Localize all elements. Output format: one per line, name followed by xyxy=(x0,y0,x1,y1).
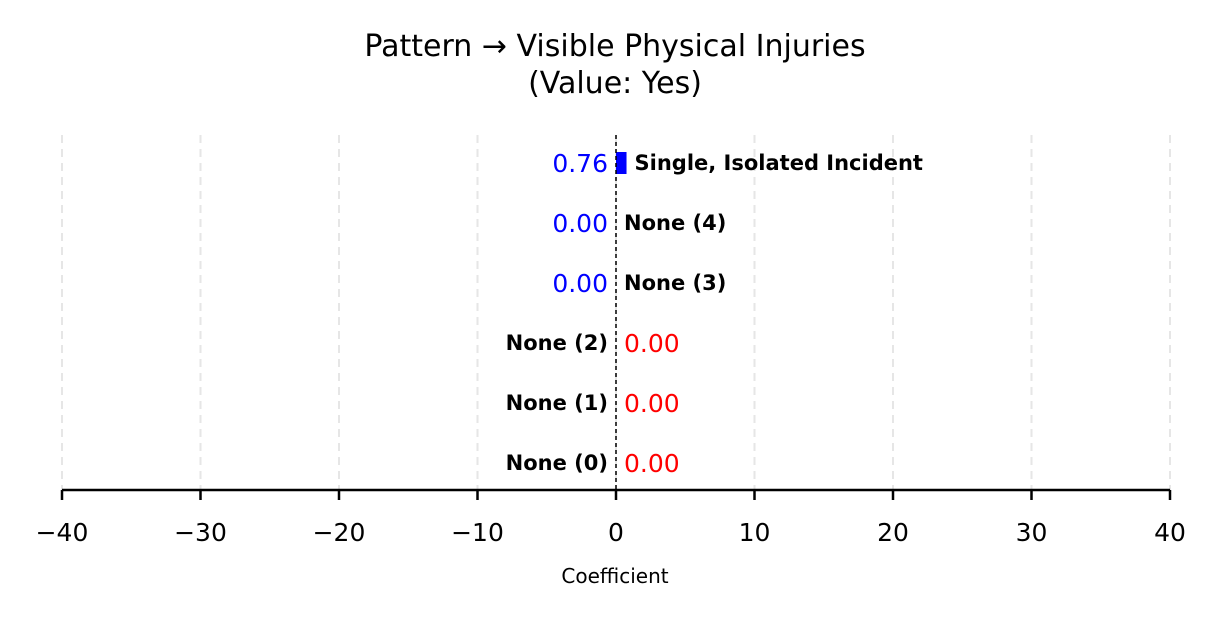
category-label: None (1) xyxy=(506,391,608,415)
value-label: 0.00 xyxy=(552,269,608,298)
x-tick-label: −40 xyxy=(36,518,89,547)
x-tick-label: 20 xyxy=(877,518,909,547)
category-label: None (0) xyxy=(506,451,608,475)
value-label: 0.00 xyxy=(624,389,680,418)
bar-labels: None (0) 0.00 None (1) 0.00 None (2) 0.00 None… xyxy=(506,149,923,478)
x-tick-label: 30 xyxy=(1016,518,1048,547)
x-axis: −40 −30 −20 −10 0 10 20 30 40 xyxy=(36,488,1186,547)
x-tick-label: 0 xyxy=(608,518,624,547)
value-label: 0.76 xyxy=(552,149,608,178)
category-label: Single, Isolated Incident xyxy=(635,151,923,175)
value-label: 0.00 xyxy=(624,329,680,358)
value-label: 0.00 xyxy=(624,449,680,478)
category-label: None (3) xyxy=(624,271,726,295)
category-label: None (2) xyxy=(506,331,608,355)
chart-subtitle: (Value: Yes) xyxy=(528,66,702,101)
x-tick-label: −30 xyxy=(174,518,227,547)
x-tick-label: −20 xyxy=(313,518,366,547)
bar xyxy=(616,152,627,174)
bars xyxy=(616,152,627,174)
x-tick-label: −10 xyxy=(451,518,504,547)
category-label: None (4) xyxy=(624,211,726,235)
x-axis-label: Coefficient xyxy=(561,564,668,588)
value-label: 0.00 xyxy=(552,209,608,238)
x-tick-label: 10 xyxy=(739,518,771,547)
x-tick-label: 40 xyxy=(1154,518,1186,547)
chart-title: Pattern → Visible Physical Injuries xyxy=(364,29,865,64)
